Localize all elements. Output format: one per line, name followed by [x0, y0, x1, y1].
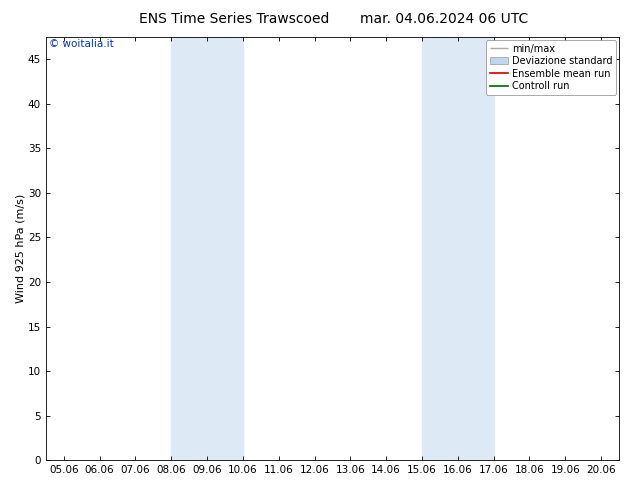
Y-axis label: Wind 925 hPa (m/s): Wind 925 hPa (m/s)	[15, 194, 25, 303]
Text: ENS Time Series Trawscoed: ENS Time Series Trawscoed	[139, 12, 330, 26]
Text: mar. 04.06.2024 06 UTC: mar. 04.06.2024 06 UTC	[359, 12, 528, 26]
Bar	[422, 37, 494, 460]
Text: © woitalia.it: © woitalia.it	[49, 39, 113, 49]
Bar	[171, 37, 243, 460]
Legend: min/max, Deviazione standard, Ensemble mean run, Controll run: min/max, Deviazione standard, Ensemble m…	[486, 40, 616, 95]
